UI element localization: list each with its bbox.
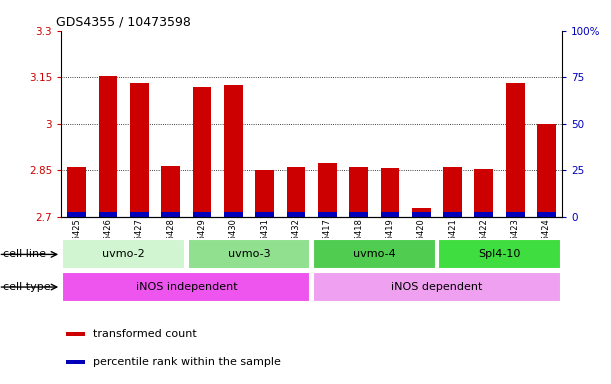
Bar bbox=[349, 212, 368, 217]
Bar bbox=[67, 167, 86, 217]
Text: percentile rank within the sample: percentile rank within the sample bbox=[93, 357, 281, 367]
Text: cell type: cell type bbox=[3, 282, 51, 292]
Text: uvmo-3: uvmo-3 bbox=[228, 249, 270, 260]
Bar bbox=[192, 86, 211, 217]
Text: iNOS independent: iNOS independent bbox=[136, 282, 237, 292]
Bar bbox=[475, 169, 493, 217]
Bar bbox=[443, 212, 462, 217]
Bar bbox=[438, 239, 561, 270]
Text: uvmo-4: uvmo-4 bbox=[353, 249, 395, 260]
Bar bbox=[255, 170, 274, 217]
Bar bbox=[224, 212, 243, 217]
Bar bbox=[67, 212, 86, 217]
Bar bbox=[62, 239, 185, 270]
Bar bbox=[412, 208, 431, 217]
Bar bbox=[62, 272, 310, 302]
Bar bbox=[537, 212, 556, 217]
Bar bbox=[287, 212, 306, 217]
Bar bbox=[349, 167, 368, 217]
Text: transformed count: transformed count bbox=[93, 329, 197, 339]
Text: cell line: cell line bbox=[3, 249, 46, 260]
Bar bbox=[318, 212, 337, 217]
Bar bbox=[287, 167, 306, 217]
Bar bbox=[161, 212, 180, 217]
Bar bbox=[313, 239, 436, 270]
Bar bbox=[66, 360, 86, 364]
Bar bbox=[99, 212, 117, 217]
Bar bbox=[255, 212, 274, 217]
Bar bbox=[506, 83, 524, 217]
Text: GDS4355 / 10473598: GDS4355 / 10473598 bbox=[56, 15, 191, 28]
Bar bbox=[381, 168, 400, 217]
Bar bbox=[192, 212, 211, 217]
Bar bbox=[130, 212, 149, 217]
Bar bbox=[412, 212, 431, 217]
Bar bbox=[443, 167, 462, 217]
Bar bbox=[318, 163, 337, 217]
Bar bbox=[313, 272, 561, 302]
Bar bbox=[475, 212, 493, 217]
Bar bbox=[537, 124, 556, 217]
Bar bbox=[161, 166, 180, 217]
Bar bbox=[99, 76, 117, 217]
Bar bbox=[506, 212, 524, 217]
Bar bbox=[224, 85, 243, 217]
Bar bbox=[188, 239, 310, 270]
Text: uvmo-2: uvmo-2 bbox=[103, 249, 145, 260]
Bar bbox=[66, 332, 86, 336]
Bar bbox=[381, 212, 400, 217]
Text: Spl4-10: Spl4-10 bbox=[478, 249, 521, 260]
Text: iNOS dependent: iNOS dependent bbox=[391, 282, 483, 292]
Bar bbox=[130, 83, 149, 217]
